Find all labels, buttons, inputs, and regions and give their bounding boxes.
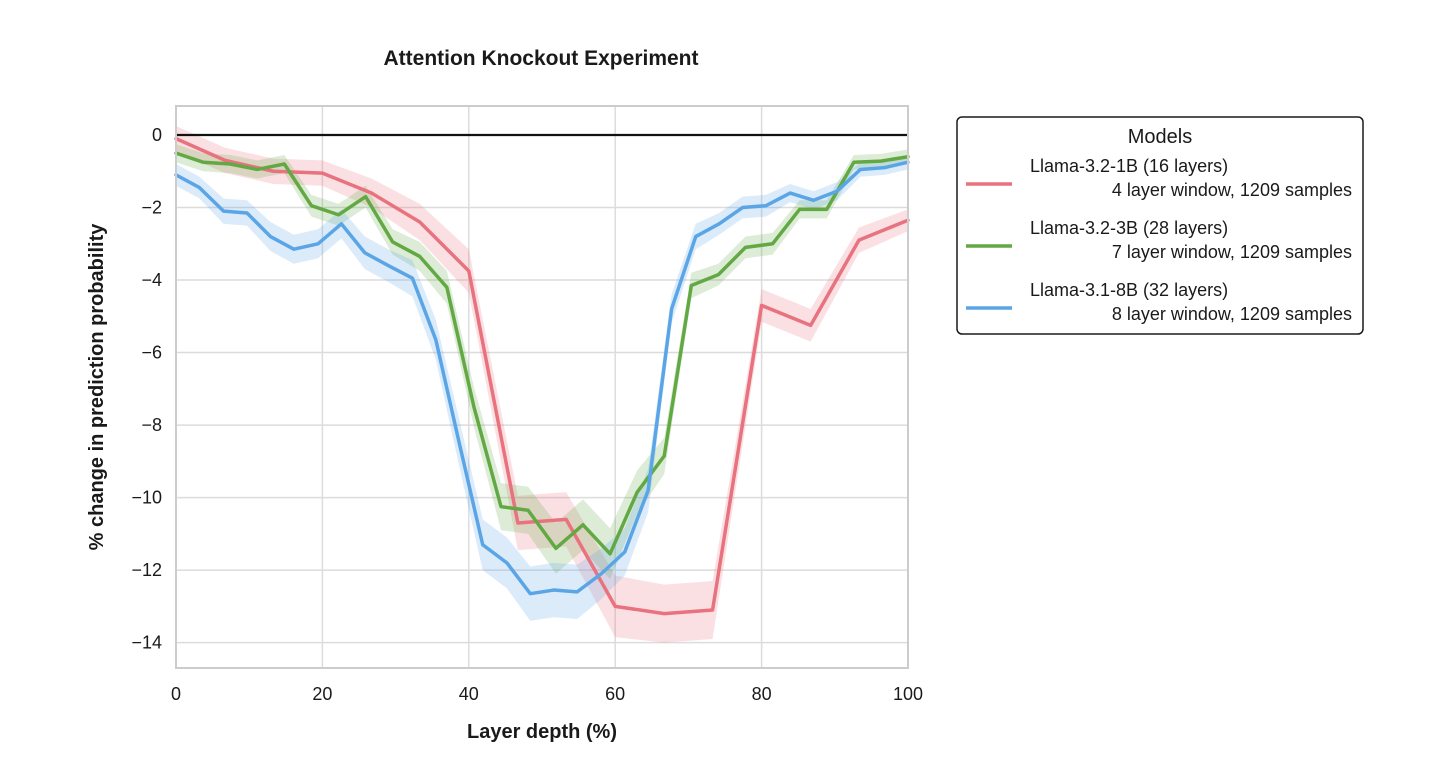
series-line bbox=[174, 151, 910, 556]
legend-title: Models bbox=[1128, 126, 1192, 148]
y-tick-label: −4 bbox=[141, 270, 162, 290]
legend-items: Llama-3.2-1B (16 layers) 4 layer window, … bbox=[966, 156, 1352, 324]
y-axis-ticks: 0 −2 −4 −6 −8 −10 −12 −14 bbox=[131, 125, 162, 653]
x-axis-label: Layer depth (%) bbox=[467, 721, 617, 743]
legend-entry-detail: 8 layer window, 1209 samples bbox=[1112, 304, 1352, 324]
y-tick-label: −14 bbox=[131, 633, 162, 653]
legend-entry-name: Llama-3.2-3B (28 layers) bbox=[1030, 218, 1228, 238]
x-axis-ticks: 0 20 40 60 80 100 bbox=[171, 684, 923, 704]
legend-entry-name: Llama-3.1-8B (32 layers) bbox=[1030, 280, 1228, 300]
legend-entry-detail: 7 layer window, 1209 samples bbox=[1112, 242, 1352, 262]
x-tick-label: 40 bbox=[459, 684, 479, 704]
chart-title: Attention Knockout Experiment bbox=[383, 47, 698, 70]
y-tick-label: −10 bbox=[131, 488, 162, 508]
series-lines bbox=[174, 136, 910, 616]
legend-entry-detail: 4 layer window, 1209 samples bbox=[1112, 180, 1352, 200]
plot-area bbox=[174, 105, 910, 669]
confidence-bands bbox=[176, 125, 908, 643]
x-tick-label: 0 bbox=[171, 684, 181, 704]
x-tick-label: 60 bbox=[605, 684, 625, 704]
legend-entry-name: Llama-3.2-1B (16 layers) bbox=[1030, 156, 1228, 176]
confidence-band bbox=[176, 125, 908, 643]
plot-background bbox=[176, 106, 908, 668]
y-tick-label: 0 bbox=[152, 125, 162, 145]
x-tick-label: 100 bbox=[893, 684, 923, 704]
y-axis-label: % change in prediction probability bbox=[86, 223, 108, 551]
series-line bbox=[174, 160, 910, 596]
y-tick-label: −2 bbox=[141, 198, 162, 218]
plot-frame bbox=[175, 105, 909, 669]
x-tick-label: 20 bbox=[312, 684, 332, 704]
legend: Models Llama-3.2-1B (16 layers) 4 layer w… bbox=[956, 116, 1364, 335]
confidence-band bbox=[176, 144, 908, 580]
y-tick-label: −12 bbox=[131, 560, 162, 580]
y-tick-label: −6 bbox=[141, 343, 162, 363]
series-line bbox=[174, 136, 910, 616]
x-tick-label: 80 bbox=[752, 684, 772, 704]
legend-box bbox=[956, 116, 1364, 335]
y-tick-label: −8 bbox=[141, 415, 162, 435]
